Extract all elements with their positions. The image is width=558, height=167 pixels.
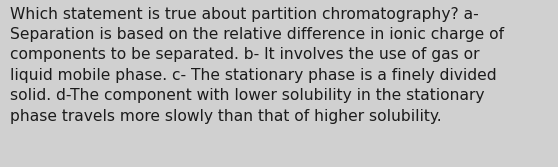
Text: Which statement is true about partition chromatography? a-
Separation is based o: Which statement is true about partition …	[10, 7, 504, 124]
